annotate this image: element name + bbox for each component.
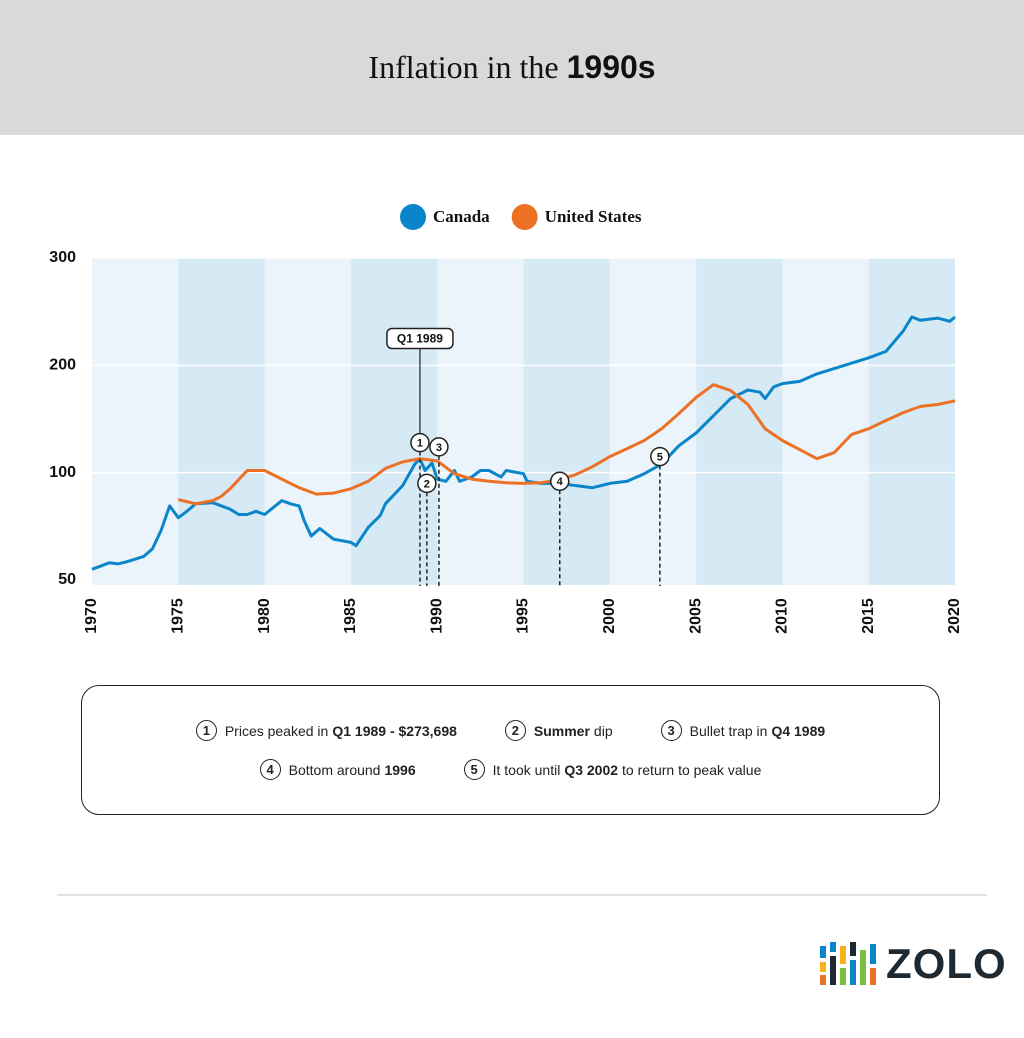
- marker-label: 3: [436, 442, 442, 454]
- x-tick-label: 2015: [860, 598, 877, 634]
- legend-label: Canada: [433, 207, 490, 226]
- header: Inflation in the 1990s: [0, 0, 1024, 135]
- note: 2 Summer dip: [504, 720, 613, 741]
- band: [696, 258, 783, 585]
- legend-swatch: [400, 204, 426, 230]
- notes-row: 1 Prices peaked in Q1 1989 - $273,698 2 Summ…: [82, 720, 939, 741]
- title-text: Inflation in the: [368, 49, 559, 85]
- note-text: Q4 1989: [771, 722, 826, 739]
- band: [523, 258, 610, 585]
- y-tick-label: 300: [49, 249, 76, 266]
- logo-icon: [820, 942, 876, 985]
- note-text: to return to peak value: [622, 761, 762, 778]
- note: 3 Bullet trap in Q4 1989: [660, 720, 826, 741]
- note-number: 5: [463, 759, 485, 780]
- chart: 50 100 200 300 1970 1975 1980 1985 1990 1995 2000 2…: [49, 204, 963, 634]
- marker: [650, 446, 670, 467]
- note-text: Bullet trap in: [689, 722, 768, 739]
- y-tick-label: 200: [49, 357, 76, 374]
- note: 1 Prices peaked in Q1 1989 - $273,698: [195, 720, 457, 741]
- legend-label: United States: [545, 207, 642, 226]
- note-text: Summer: [533, 722, 590, 739]
- note-number: 3: [660, 720, 682, 741]
- marker: [429, 437, 449, 457]
- note-number: 1: [195, 720, 217, 741]
- legend-swatch: [511, 204, 538, 230]
- marker-label: 5: [657, 451, 663, 463]
- marker: [549, 471, 570, 492]
- x-tick-label: 1980: [256, 598, 273, 634]
- x-tick-label: 1970: [83, 598, 100, 634]
- marker-label: 1: [417, 438, 423, 450]
- y-tick-label: 50: [58, 571, 76, 588]
- notes-box: 1 Prices peaked in Q1 1989 - $273,698 2 Summ…: [81, 685, 940, 815]
- callout-box: [386, 327, 454, 350]
- x-tick-label: 1975: [170, 598, 187, 634]
- x-tick-label: 1985: [342, 598, 359, 634]
- callout-label: Q1 1989: [397, 332, 443, 346]
- note: 5 It took until Q3 2002 to return to peak v…: [463, 759, 762, 780]
- y-tick-label: 100: [49, 464, 76, 481]
- x-tick-label: 1990: [428, 598, 445, 634]
- note-text: Prices peaked in: [224, 722, 329, 739]
- note-text: Q1 1989 - $273,698: [332, 722, 457, 739]
- brand: ZOLO: [886, 940, 1007, 987]
- note-text: Bottom around: [288, 761, 381, 778]
- marker: [417, 473, 437, 494]
- x-tick-label: 2000: [601, 598, 618, 634]
- x-tick-label: 1995: [515, 598, 532, 634]
- note-text: Q3 2002: [564, 761, 619, 778]
- series-line: [177, 383, 956, 506]
- note-number: 2: [504, 720, 526, 741]
- title-emphasis: 1990s: [566, 49, 656, 85]
- note: 4 Bottom around 1996: [259, 759, 416, 780]
- logo: ZOLO: [820, 940, 1007, 988]
- title: Inflation in the 1990s: [368, 49, 655, 86]
- note-text: 1996: [384, 761, 416, 778]
- notes-row: 4 Bottom around 1996 5 It took until Q3 2002 t…: [82, 759, 939, 780]
- marker-label: 2: [424, 478, 430, 490]
- x-tick-label: 2010: [774, 598, 791, 634]
- x-tick-label: 2005: [687, 598, 704, 634]
- divider: [57, 894, 987, 896]
- note-text: dip: [593, 722, 613, 739]
- band: [178, 258, 265, 585]
- x-tick-label: 2020: [946, 598, 963, 634]
- note-number: 4: [259, 759, 281, 780]
- note-text: It took until: [492, 761, 561, 778]
- marker-label: 4: [557, 476, 564, 488]
